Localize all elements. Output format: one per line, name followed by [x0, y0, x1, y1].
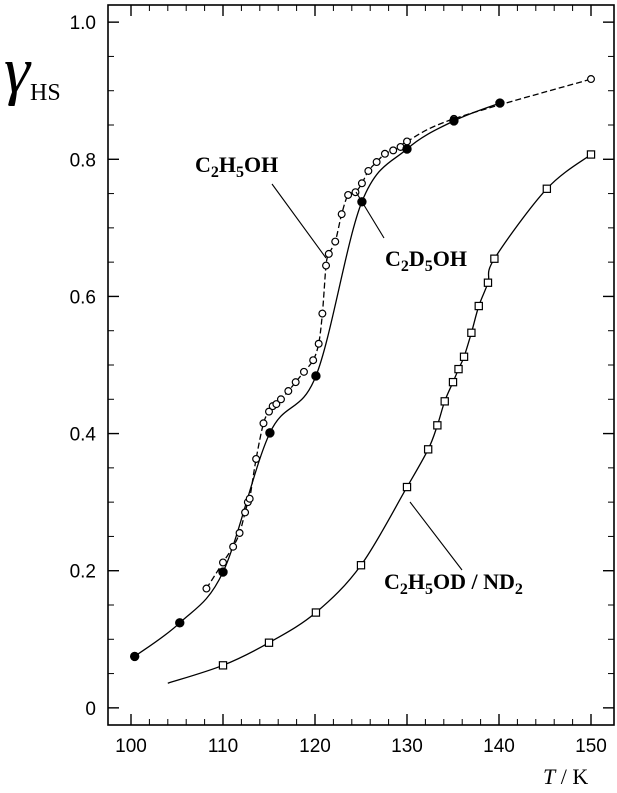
data-point-open-square: [423, 445, 433, 454]
data-point-open-circle: [314, 339, 323, 348]
y-ticks: 0 0.2 0.4 0.6 0.8 1.0: [70, 13, 614, 720]
data-point-filled-circle: [495, 98, 505, 108]
data-point-filled-circle: [311, 371, 321, 381]
data-point-open-circle: [309, 356, 318, 365]
data-point-open-square: [402, 482, 412, 492]
data-point-open-square: [474, 301, 483, 311]
y-axis-title-sub: HS: [30, 80, 61, 106]
x-tick-label: 120: [299, 736, 331, 757]
x-tick-label: 110: [208, 736, 238, 757]
data-point-open-circle: [265, 407, 274, 416]
x-axis-title-sep: /: [555, 764, 572, 789]
y-axis-title: γHS: [4, 34, 61, 107]
data-point-open-circle: [252, 454, 261, 463]
data-point-open-square: [433, 421, 442, 430]
data-point-open-square: [448, 377, 458, 387]
y-tick-label: 0: [85, 699, 96, 720]
series-labels: C2H5OH C2D5OH C2H5OD / ND2: [195, 152, 523, 598]
data-point-open-circle: [389, 146, 398, 155]
data-point-open-circle: [403, 137, 412, 146]
data-point-open-circle: [291, 378, 300, 387]
data-point-open-circle: [586, 75, 595, 84]
y-tick-label: 0.8: [70, 150, 96, 171]
data-point-filled-circle: [449, 116, 459, 126]
x-axis-title-unit: K: [572, 764, 588, 789]
series-label: C2H5OD / ND2: [384, 569, 523, 598]
x-tick-label: 100: [115, 736, 147, 757]
fit-curve: [167, 153, 592, 684]
data-point-open-circle: [324, 249, 333, 258]
data-point-filled-circle: [129, 651, 140, 662]
data-point-filled-circle: [402, 144, 412, 154]
data-point-open-circle: [357, 179, 366, 188]
x-tick-label: 150: [575, 736, 607, 757]
data-point-open-square: [542, 184, 552, 193]
data-point-open-circle: [202, 584, 211, 593]
y-tick-label: 0.6: [70, 287, 96, 308]
data-point-open-circle: [272, 400, 281, 409]
data-point-open-circle: [299, 367, 308, 376]
y-tick-label: 0.2: [70, 562, 96, 583]
data-point-filled-circle: [175, 618, 185, 628]
data-point-open-circle: [276, 395, 285, 404]
x-tick-label: 140: [483, 736, 515, 757]
data-point-open-square: [483, 278, 493, 287]
data-point-open-square: [356, 561, 366, 570]
data-point-open-circle: [322, 261, 331, 270]
label-leader-line: [271, 183, 327, 259]
series-label: C2D5OH: [385, 246, 467, 275]
data-point-open-circle: [229, 542, 238, 551]
data-point-open-circle: [259, 419, 268, 428]
data-point-open-circle: [380, 149, 389, 158]
data-point-open-circle: [235, 528, 244, 537]
data-point-filled-circle: [265, 428, 275, 438]
label-leader-line: [409, 501, 463, 571]
data-point-open-square: [218, 661, 228, 670]
data-point-open-circle: [241, 508, 250, 517]
data-point-open-circle: [337, 210, 346, 219]
data-point-open-square: [467, 328, 476, 337]
data-point-open-circle: [364, 166, 373, 175]
data-point-open-square: [490, 254, 499, 263]
data-markers: [129, 75, 596, 670]
y-tick-label: 1.0: [70, 13, 96, 34]
y-tick-label: 0.4: [70, 425, 97, 446]
data-point-open-square: [454, 364, 463, 374]
x-axis-title-var: T: [543, 764, 557, 789]
data-point-open-circle: [245, 494, 254, 503]
y-axis-title-main: γ: [4, 34, 32, 107]
data-point-filled-circle: [218, 567, 228, 577]
x-ticks: 100 110 120 130 140 150: [115, 5, 607, 757]
x-axis-title: T / K: [543, 764, 588, 789]
data-point-open-circle: [372, 158, 381, 167]
data-point-open-circle: [284, 387, 293, 396]
data-point-open-circle: [344, 190, 353, 199]
plot-frame: [107, 4, 615, 726]
x-tick-label: 130: [391, 736, 423, 757]
data-point-open-square: [586, 150, 596, 159]
series-label: C2H5OH: [195, 152, 278, 181]
data-point-open-square: [440, 397, 449, 406]
data-point-open-square: [264, 638, 274, 647]
label-leader-line: [355, 191, 385, 239]
data-point-open-circle: [219, 558, 228, 567]
data-point-open-square: [311, 608, 321, 617]
data-point-open-circle: [318, 309, 327, 318]
data-point-open-circle: [331, 237, 340, 246]
data-point-open-square: [459, 352, 469, 361]
